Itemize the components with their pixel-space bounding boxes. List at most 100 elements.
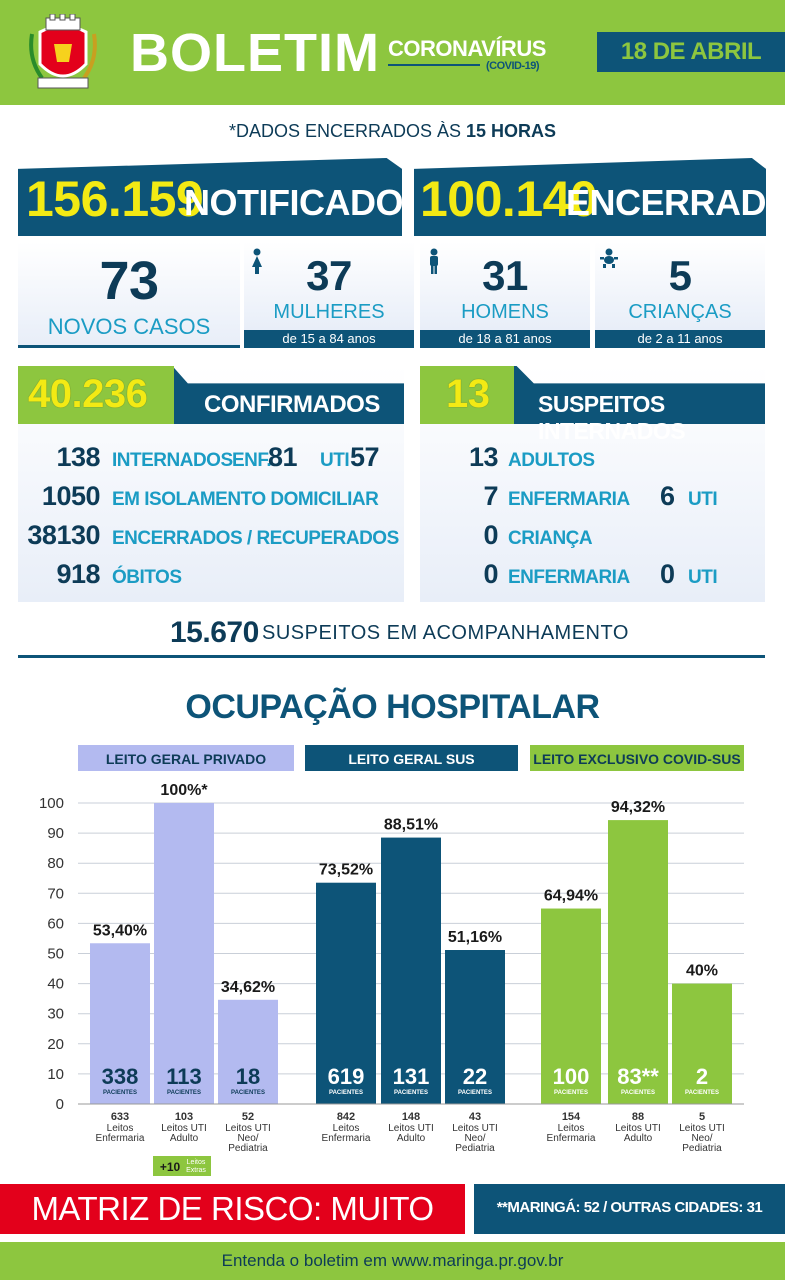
women-label: MULHERES bbox=[273, 301, 385, 323]
chart-1-category-1-line-1: Leitos bbox=[107, 1123, 134, 1134]
chart-3-bar-3 bbox=[672, 983, 732, 1104]
confirmed-row-2-label: EM ISOLAMENTO DOMICILIAR bbox=[112, 489, 379, 510]
chart-2-patients-label-1: PACIENTES bbox=[329, 1090, 363, 1096]
suspects-row-4-num2: 0 bbox=[660, 559, 675, 589]
subtitle-underline bbox=[388, 64, 480, 66]
chart-3-category-3-line-2: Neo/ bbox=[691, 1133, 712, 1144]
chart-2-beds-3: 43 bbox=[469, 1111, 481, 1123]
children-value: 5 bbox=[668, 252, 692, 299]
origin-note-box bbox=[474, 1184, 785, 1234]
notified-banner bbox=[18, 158, 402, 236]
chart-3-bar-2 bbox=[608, 820, 668, 1104]
chart-3-patients-label-3: PACIENTES bbox=[685, 1090, 719, 1096]
women-value: 37 bbox=[306, 252, 352, 299]
men-range-bar bbox=[420, 330, 590, 348]
chart-2-bar-2 bbox=[381, 837, 441, 1104]
bulletin-subtitle-small: (COVID-19) bbox=[486, 60, 540, 72]
confirmed-row-3-num: 38130 bbox=[27, 520, 100, 550]
chart-1-value-label-2: 100%* bbox=[160, 782, 208, 799]
chart-2-category-3-line-3: Pediatria bbox=[455, 1143, 495, 1154]
y-tick-0: 0 bbox=[56, 1096, 64, 1113]
chart-1-beds-1: 633 bbox=[111, 1111, 129, 1123]
baby-icon bbox=[600, 248, 618, 273]
suspects-row-3-num: 0 bbox=[483, 520, 498, 550]
chart-3-category-1-line-1: Leitos bbox=[558, 1123, 585, 1134]
chart-3-category-3-line-1: Leitos UTI bbox=[679, 1123, 725, 1134]
chart-2-category-1-line-2: Enfermaria bbox=[322, 1133, 371, 1144]
confirmed-row-1-enf-num: 81 bbox=[268, 442, 298, 472]
closing-note-hour: 15 HORAS bbox=[466, 121, 557, 141]
men-value: 31 bbox=[482, 252, 528, 299]
new-cases-card bbox=[18, 242, 240, 348]
chart-1-category-3-line-3: Pediatria bbox=[228, 1143, 268, 1154]
chart-2-category-2-line-1: Leitos UTI bbox=[388, 1123, 434, 1134]
suspects-row-3-label: CRIANÇA bbox=[508, 528, 593, 549]
chart-3-beds-3: 5 bbox=[699, 1111, 705, 1123]
chart-1-patients-1: 338 bbox=[102, 1064, 139, 1089]
chart-1-bar-3 bbox=[218, 999, 278, 1104]
bulletin-title: BOLETIM bbox=[130, 23, 380, 83]
origin-note: **MARINGÁ: 52 / OUTRAS CIDADES: 31 bbox=[496, 1199, 763, 1216]
chart-3-patients-1: 100 bbox=[553, 1064, 590, 1089]
monitoring-value: 15.670 bbox=[170, 616, 259, 649]
date-badge bbox=[597, 32, 785, 72]
footer-text: Entenda o boletim em www.maringa.pr.gov.… bbox=[221, 1251, 564, 1270]
chart-1-patients-2: 113 bbox=[166, 1064, 202, 1089]
confirmed-row-4-label: ÓBITOS bbox=[112, 567, 182, 588]
closing-note-prefix: *DADOS ENCERRADOS ÀS bbox=[228, 121, 467, 141]
chart-2-value-label-3: 51,16% bbox=[448, 929, 502, 946]
y-tick-100: 100 bbox=[39, 795, 64, 812]
chart-3-patients-2: 83** bbox=[617, 1064, 659, 1089]
y-tick-20: 20 bbox=[47, 1036, 64, 1053]
confirmed-row-1-uti-num: 57 bbox=[350, 442, 380, 472]
suspects-row-1-label: ADULTOS bbox=[508, 450, 595, 471]
closed-label: ENCERRADOS bbox=[566, 182, 785, 223]
chart-3-beds-2: 88 bbox=[632, 1111, 644, 1123]
closing-note: *DADOS ENCERRADOS ÀS 15 HORAS bbox=[0, 121, 785, 142]
new-cases-value: 73 bbox=[99, 251, 159, 311]
confirmed-row-1-label: INTERNADOS bbox=[112, 450, 233, 471]
chart-2-title: LEITO GERAL SUS bbox=[348, 751, 474, 767]
men-label: HOMENS bbox=[461, 301, 549, 323]
extra-beds-label-1: Leitos bbox=[187, 1159, 206, 1166]
notified-label: NOTIFICADOS bbox=[184, 182, 427, 223]
new-cases-label: NOVOS CASOS bbox=[47, 314, 211, 339]
confirmed-row-4-num: 918 bbox=[56, 559, 100, 589]
chart-1-bar-2 bbox=[154, 803, 214, 1104]
chart-1-category-3-line-1: Leitos UTI bbox=[225, 1123, 271, 1134]
suspects-label: SUSPEITOS INTERNADOS bbox=[538, 391, 686, 444]
chart-2-value-label-2: 88,51% bbox=[384, 817, 438, 834]
men-card bbox=[420, 242, 590, 330]
suspects-value-box bbox=[420, 366, 514, 424]
closed-value: 100.140 bbox=[420, 171, 598, 227]
chart-2-beds-1: 842 bbox=[337, 1111, 355, 1123]
confirmed-value-box bbox=[18, 366, 174, 424]
chart-1-title: LEITO GERAL PRIVADO bbox=[106, 751, 266, 767]
chart-1-category-2-line-1: Leitos UTI bbox=[161, 1123, 207, 1134]
men-range: de 18 a 81 anos bbox=[458, 331, 552, 346]
chart-1-category-2-line-2: Adulto bbox=[170, 1133, 199, 1144]
chart-3-value-label-1: 64,94% bbox=[544, 888, 598, 905]
chart-3-header bbox=[530, 745, 744, 771]
chart-1-patients-3: 18 bbox=[236, 1064, 260, 1089]
chart-3-category-1-line-2: Enfermaria bbox=[547, 1133, 596, 1144]
suspects-row-4-num: 0 bbox=[483, 559, 498, 589]
chart-1-header bbox=[78, 745, 294, 771]
chart-1-value-label-3: 34,62% bbox=[221, 979, 275, 996]
chart-1-category-3-line-2: Neo/ bbox=[237, 1133, 258, 1144]
chart-3-category-2-line-1: Leitos UTI bbox=[615, 1123, 661, 1134]
suspects-row-2-num: 7 bbox=[483, 481, 498, 511]
y-tick-10: 10 bbox=[47, 1066, 64, 1083]
chart-3-beds-1: 154 bbox=[562, 1111, 581, 1123]
chart-2-patients-label-2: PACIENTES bbox=[394, 1090, 428, 1096]
chart-3-value-label-2: 94,32% bbox=[611, 799, 665, 816]
chart-1-category-1-line-2: Enfermaria bbox=[96, 1133, 145, 1144]
hospital-title: OCUPAÇÃO HOSPITALAR bbox=[185, 688, 600, 726]
chart-2-beds-2: 148 bbox=[402, 1111, 420, 1123]
y-tick-80: 80 bbox=[47, 855, 64, 872]
extra-beds-badge bbox=[153, 1156, 211, 1176]
woman-icon bbox=[250, 248, 264, 279]
confirmed-label: CONFIRMADOS bbox=[204, 391, 380, 418]
date-label: 18 DE ABRIL bbox=[620, 38, 762, 65]
suspects-value: 13 bbox=[446, 372, 490, 416]
